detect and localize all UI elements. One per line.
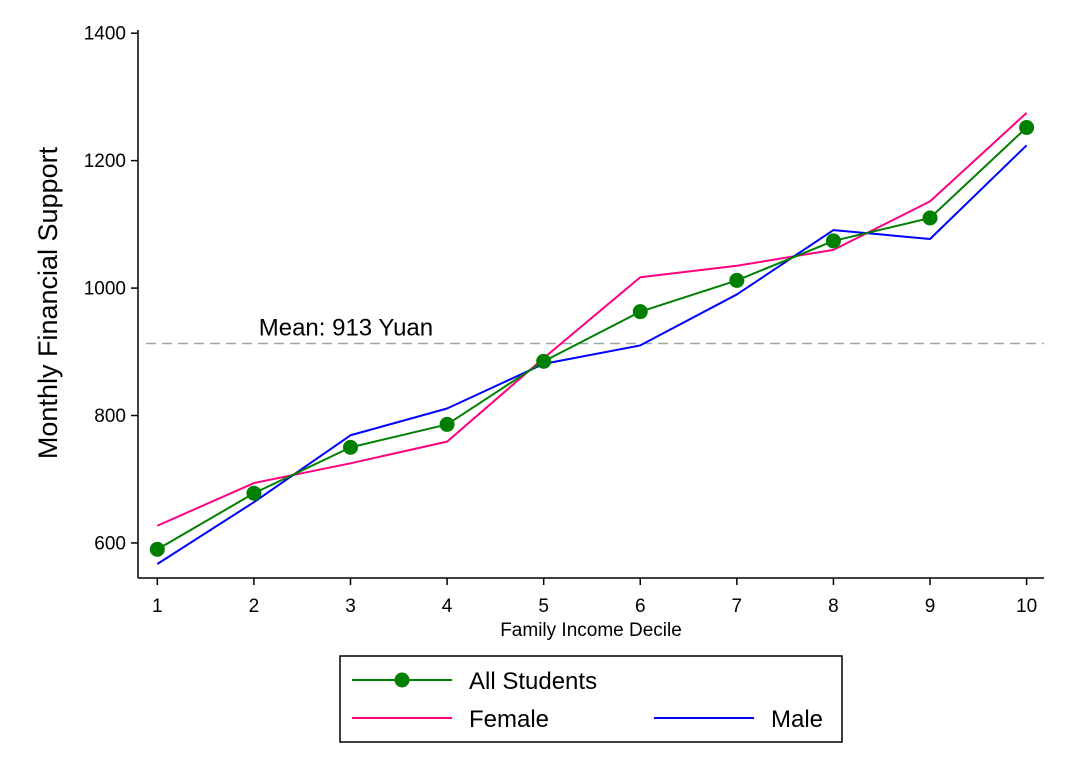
x-tick-label: 10 <box>1016 596 1037 617</box>
x-tick-label: 3 <box>345 596 356 617</box>
x-tick-label: 2 <box>249 596 260 617</box>
y-tick-label: 600 <box>94 533 126 554</box>
data-point-all-students <box>342 439 358 455</box>
data-point-all-students <box>632 304 648 320</box>
x-tick-label: 5 <box>538 596 549 617</box>
legend-male-label: Male <box>771 706 823 733</box>
series-line-female <box>156 112 1028 527</box>
x-tick-label: 6 <box>635 596 646 617</box>
x-tick-label: 1 <box>152 596 163 617</box>
x-ticks: 1 2 3 4 5 6 7 8 9 10 <box>152 578 1037 617</box>
y-tick-label: 1000 <box>84 279 126 300</box>
legend: All Students Female Male <box>339 655 843 743</box>
x-tick-label: 7 <box>732 596 743 617</box>
mean-reference-label: Mean: 913 Yuan <box>259 315 433 342</box>
axes <box>137 30 1044 579</box>
legend-all-students-marker <box>394 672 410 688</box>
data-point-all-students <box>149 541 165 557</box>
reference-line-group: Mean: 913 Yuan <box>146 315 1044 345</box>
y-ticks: 600 800 1000 1200 1400 <box>84 24 138 554</box>
data-point-all-students <box>1019 119 1035 135</box>
y-tick-label: 800 <box>94 406 126 427</box>
series-markers <box>149 119 1035 557</box>
legend-all-students-label: All Students <box>469 668 597 695</box>
x-axis-title: Family Income Decile <box>500 620 682 641</box>
data-point-all-students <box>439 416 455 432</box>
y-tick-label: 1200 <box>84 151 126 172</box>
data-point-all-students <box>922 210 938 226</box>
data-point-all-students <box>246 485 262 501</box>
x-tick-label: 9 <box>925 596 936 617</box>
y-axis-title: Monthly Financial Support <box>33 146 63 459</box>
data-point-all-students <box>536 353 552 369</box>
series-line-male <box>156 144 1028 565</box>
legend-female-label: Female <box>469 706 549 733</box>
legend-box <box>339 655 843 743</box>
series-lines <box>156 112 1028 565</box>
data-point-all-students <box>729 272 745 288</box>
data-point-all-students <box>825 233 841 249</box>
x-tick-label: 4 <box>442 596 453 617</box>
x-tick-label: 8 <box>828 596 839 617</box>
series-line-all-students <box>156 126 1028 551</box>
y-tick-label: 1400 <box>84 24 126 45</box>
